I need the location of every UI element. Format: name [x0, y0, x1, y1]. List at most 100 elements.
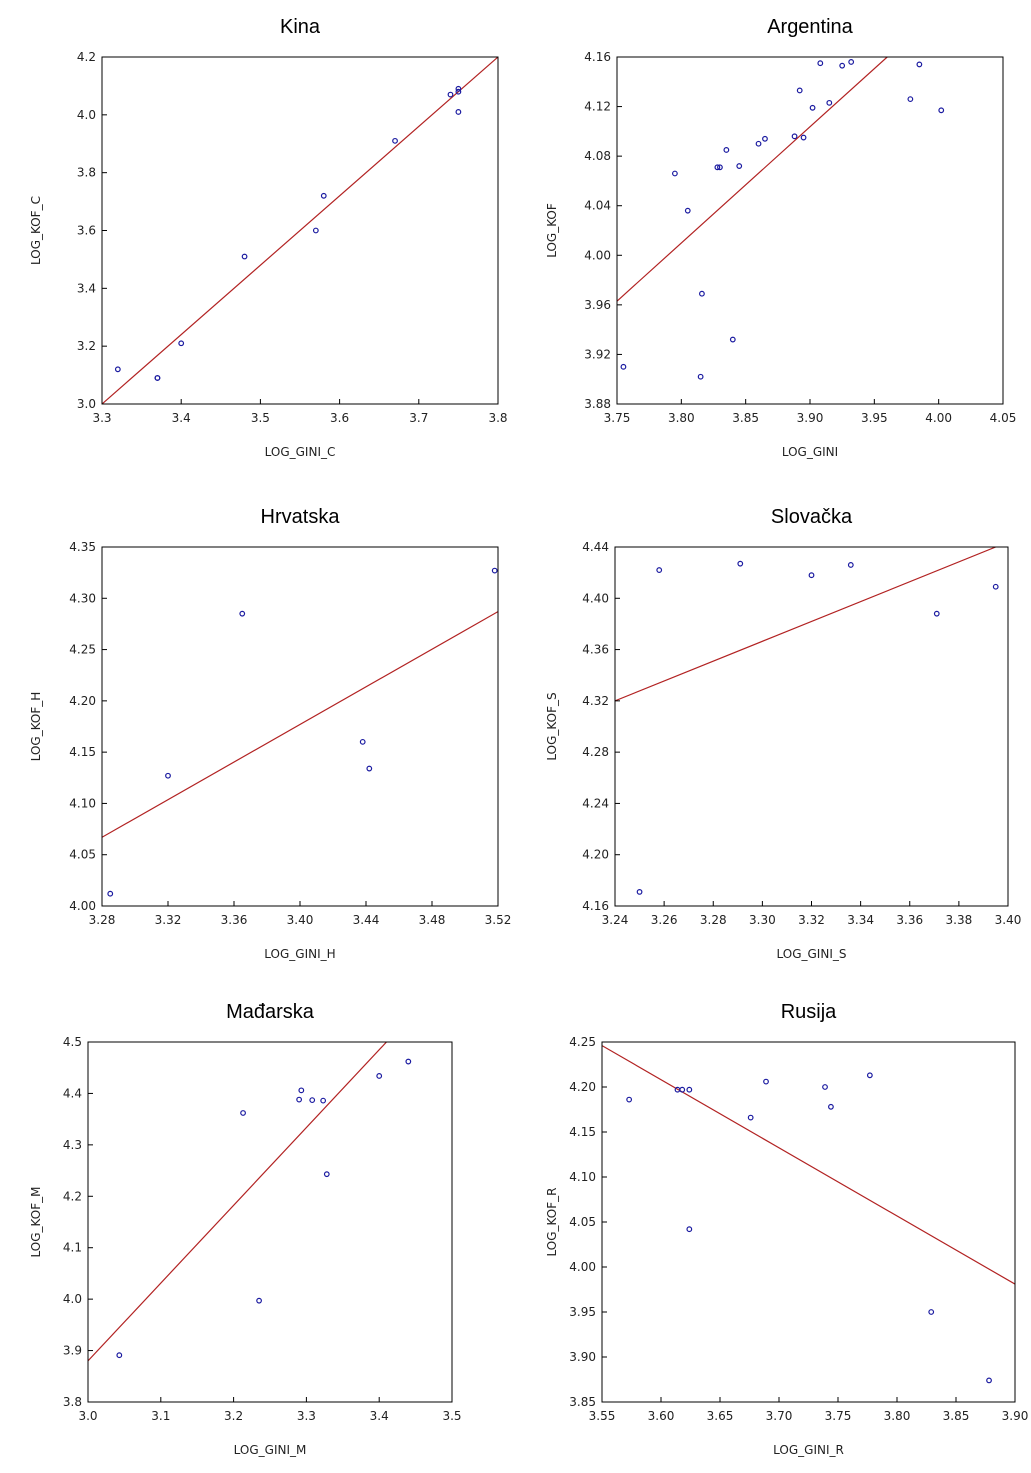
chart-title: Argentina [767, 16, 853, 38]
scatter-panel-3: Hrvatska 3.28 3.32 3.36 3.40 3.44 3.48 3.52 4.00… [0, 490, 515, 978]
data-point [933, 610, 940, 617]
y-axis-label: LOG_KOF [545, 203, 559, 258]
y-tick-label: 4.10 [569, 1170, 596, 1184]
x-tick-label: 3.40 [287, 913, 314, 927]
data-point [116, 1352, 123, 1359]
y-tick-label: 4.00 [69, 899, 96, 913]
y-axis-label: LOG_KOF_C [29, 196, 43, 265]
data-point [679, 1086, 686, 1093]
data-point [762, 135, 768, 142]
y-tick-label: 4.5 [63, 1035, 82, 1049]
y-tick-label: 4.00 [584, 248, 611, 262]
data-point [620, 363, 627, 370]
data-point [447, 91, 454, 98]
x-axis-label: LOG_GINI_S [777, 947, 847, 961]
data-point [636, 888, 643, 895]
x-tick-label: 3.1 [151, 1409, 170, 1423]
data-point [671, 170, 678, 177]
data-point [847, 562, 854, 568]
data-point [714, 164, 721, 171]
y-tick-label: 3.95 [569, 1305, 596, 1319]
data-point [312, 227, 319, 234]
x-tick-label: 3.90 [797, 411, 824, 425]
x-tick-label: 3.38 [946, 913, 973, 927]
y-tick-label: 4.30 [69, 591, 96, 605]
x-tick-label: 4.05 [990, 411, 1017, 425]
x-tick-label: 3.52 [485, 913, 512, 927]
data-point [684, 207, 691, 214]
x-tick-label: 3.65 [707, 1409, 734, 1423]
data-point [916, 61, 923, 68]
x-axis-label: LOG_GINI_H [264, 947, 335, 961]
data-point [154, 375, 161, 381]
scatter-panel-5: Mađarska 3.0 3.1 3.2 3.3 3.4 3.5 3.8 3.9 4.0 4.1 4.… [0, 985, 515, 1473]
y-tick-label: 4.1 [63, 1241, 82, 1255]
data-point [392, 137, 398, 144]
data-point [296, 1096, 303, 1103]
y-tick-label: 4.04 [584, 199, 611, 213]
chart-title: Hrvatska [261, 506, 341, 528]
data-point [817, 60, 824, 67]
y-tick-label: 3.90 [569, 1350, 596, 1364]
data-point [686, 1226, 693, 1233]
data-point [986, 1377, 992, 1384]
scatter-chart-6: Rusija 3.55 3.60 3.65 3.70 3.75 3.80 3.85 3.90 3.… [545, 1001, 1029, 1457]
x-tick-label: 3.28 [700, 913, 727, 927]
data-point [796, 87, 803, 94]
data-point [717, 164, 723, 171]
plot-frame [87, 1041, 453, 1403]
x-tick-label: 3.90 [1002, 1409, 1029, 1423]
x-tick-label: 3.32 [798, 913, 825, 927]
scatter-chart-4: Slovačka 3.24 3.26 3.28 3.30 3.32 3.34 3.36 3.38… [545, 506, 1022, 961]
y-tick-label: 3.96 [584, 298, 611, 312]
y-tick-label: 4.28 [582, 745, 609, 759]
chart-title: Kina [280, 16, 321, 38]
data-point [866, 1072, 873, 1079]
regression-line [88, 1042, 387, 1362]
x-tick-label: 3.36 [896, 913, 923, 927]
y-tick-label: 3.8 [77, 166, 96, 180]
chart-title: Mađarska [226, 1001, 315, 1023]
x-tick-label: 3.80 [668, 411, 695, 425]
data-point [697, 373, 704, 380]
data-point [320, 192, 327, 199]
x-tick-label: 3.75 [604, 411, 631, 425]
x-tick-label: 3.8 [488, 411, 507, 425]
x-tick-label: 3.40 [995, 913, 1022, 927]
x-tick-label: 3.60 [648, 1409, 675, 1423]
regression-line [617, 57, 888, 302]
regression-line [615, 547, 996, 702]
scatter-panel-6: Rusija 3.55 3.60 3.65 3.70 3.75 3.80 3.85 3.90 3.… [516, 985, 1031, 1473]
x-tick-label: 3.34 [847, 913, 874, 927]
data-point [763, 1078, 769, 1085]
y-tick-label: 4.3 [63, 1138, 82, 1152]
y-tick-label: 4.40 [582, 591, 609, 605]
data-point [178, 340, 185, 347]
y-tick-label: 4.20 [569, 1080, 596, 1094]
y-tick-label: 4.00 [569, 1260, 596, 1274]
data-point [928, 1309, 935, 1315]
scatter-chart-2: Argentina 3.75 3.80 3.85 3.90 3.95 4.00 4.05 3.8… [545, 16, 1017, 459]
y-tick-label: 4.2 [77, 50, 96, 64]
regression-line [102, 611, 498, 838]
x-tick-label: 3.4 [370, 1409, 389, 1423]
data-point [848, 59, 855, 65]
data-point [808, 572, 815, 579]
x-tick-label: 3.75 [825, 1409, 852, 1423]
y-axis-label: LOG_KOF_S [545, 692, 559, 760]
x-tick-label: 3.95 [861, 411, 888, 425]
data-point [839, 62, 846, 69]
data-point [256, 1297, 262, 1304]
x-axis-label: LOG_GINI_R [773, 1443, 844, 1457]
data-point [699, 290, 705, 297]
y-axis-label: LOG_KOF_R [545, 1188, 559, 1257]
y-tick-label: 4.20 [582, 848, 609, 862]
data-point [791, 133, 798, 140]
x-tick-label: 3.3 [92, 411, 111, 425]
scatter-chart-3: Hrvatska 3.28 3.32 3.36 3.40 3.44 3.48 3.52 4.00… [29, 506, 512, 961]
x-tick-label: 3.80 [884, 1409, 911, 1423]
data-point [491, 567, 498, 574]
data-point [826, 99, 833, 106]
data-point [737, 560, 744, 567]
